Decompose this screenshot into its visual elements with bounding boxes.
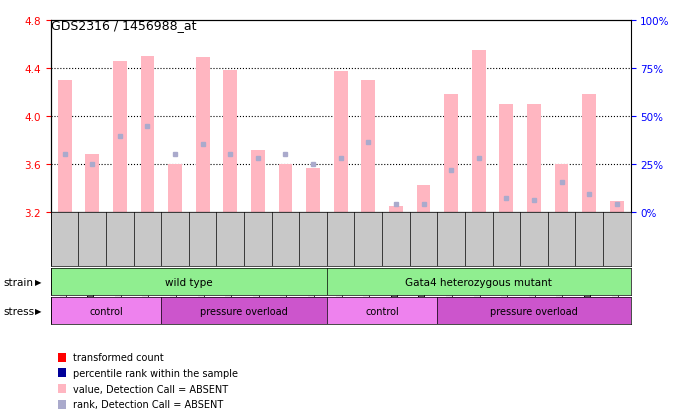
Text: value, Detection Call = ABSENT: value, Detection Call = ABSENT (73, 384, 228, 394)
Text: ▶: ▶ (35, 278, 42, 286)
Bar (306, 168, 320, 213)
Bar (327, 268, 631, 295)
Bar (113, 62, 127, 213)
Text: control: control (365, 306, 399, 316)
Bar (527, 104, 541, 213)
Text: pressure overload: pressure overload (200, 306, 288, 316)
Bar (161, 297, 327, 324)
Text: wild type: wild type (165, 277, 213, 287)
Text: Gata4 heterozygous mutant: Gata4 heterozygous mutant (405, 277, 552, 287)
Text: stress: stress (3, 306, 35, 316)
Bar (196, 58, 210, 213)
Bar (334, 72, 348, 213)
Text: transformed count: transformed count (73, 352, 163, 362)
Bar (555, 165, 568, 213)
Bar (251, 150, 265, 213)
Text: pressure overload: pressure overload (490, 306, 578, 316)
Bar (444, 95, 458, 213)
Text: ▶: ▶ (35, 306, 42, 315)
Bar (279, 165, 292, 213)
Text: rank, Detection Call = ABSENT: rank, Detection Call = ABSENT (73, 399, 223, 409)
Bar (361, 81, 375, 213)
Bar (610, 202, 624, 213)
Bar (582, 95, 596, 213)
Text: percentile rank within the sample: percentile rank within the sample (73, 368, 237, 378)
Bar (437, 297, 631, 324)
Bar (223, 71, 237, 213)
Bar (389, 206, 403, 213)
Bar (51, 268, 327, 295)
Text: GDS2316 / 1456988_at: GDS2316 / 1456988_at (51, 19, 197, 31)
Bar (327, 297, 437, 324)
Bar (58, 81, 72, 213)
Bar (51, 297, 161, 324)
Bar (140, 57, 155, 213)
Text: control: control (89, 306, 123, 316)
Bar (416, 185, 431, 213)
Bar (472, 51, 485, 213)
Bar (500, 104, 513, 213)
Text: strain: strain (3, 277, 33, 287)
Bar (168, 165, 182, 213)
Bar (85, 155, 99, 213)
